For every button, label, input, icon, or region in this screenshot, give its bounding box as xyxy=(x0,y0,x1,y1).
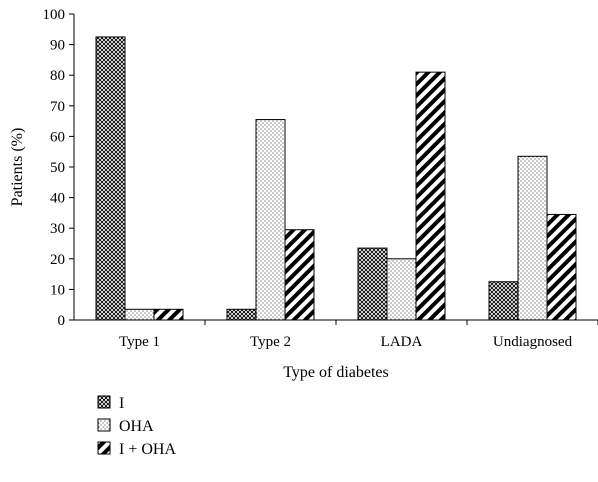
bar-dotted-undiagnosed xyxy=(517,155,548,321)
y-tick-label: 10 xyxy=(50,282,65,298)
bar-crosshatch-lada xyxy=(357,247,388,321)
bar-diagonal-stripes-type-2 xyxy=(284,229,315,321)
legend: I OHA I + OHA xyxy=(97,395,176,458)
x-axis: Type 1 Type 2 LADA Undiagnosed xyxy=(74,319,598,350)
y-tick-label: 90 xyxy=(50,38,65,54)
legend-label: I + OHA xyxy=(119,441,176,458)
legend-label: OHA xyxy=(119,418,154,435)
x-tick-label: Undiagnosed xyxy=(493,334,573,350)
bar-crosshatch-type-2 xyxy=(226,308,257,321)
legend-swatch-dotted xyxy=(97,418,111,432)
bar-diagonal-stripes-undiagnosed xyxy=(546,213,577,321)
y-axis: 0 10 20 30 40 50 60 70 80 90 100 xyxy=(43,7,75,329)
bar-crosshatch-undiagnosed xyxy=(488,281,519,321)
x-tick-label: Type 2 xyxy=(250,334,291,350)
y-axis-title: Patients (%) xyxy=(9,128,26,207)
bar-dotted-lada xyxy=(386,258,417,321)
y-tick-label: 100 xyxy=(43,7,66,23)
y-tick-label: 40 xyxy=(50,191,65,207)
y-tick-label: 50 xyxy=(50,160,65,176)
y-tick-label: 30 xyxy=(50,221,65,237)
legend-label: I xyxy=(119,395,124,412)
y-tick-label: 80 xyxy=(50,68,65,84)
y-tick-label: 70 xyxy=(50,99,65,115)
bar-diagonal-stripes-lada xyxy=(415,71,446,321)
y-tick-label: 20 xyxy=(50,252,65,268)
y-tick-label: 0 xyxy=(58,313,66,329)
y-tick-label: 60 xyxy=(50,129,65,145)
x-axis-title: Type of diabetes xyxy=(283,364,389,381)
bar-dotted-type-1 xyxy=(124,308,155,321)
legend-swatch-diagonal-stripes xyxy=(97,441,111,455)
x-tick-label: LADA xyxy=(381,334,423,350)
bars xyxy=(95,36,577,321)
legend-swatch-crosshatch xyxy=(97,395,111,409)
bar-dotted-type-2 xyxy=(255,119,286,321)
bar-crosshatch-type-1 xyxy=(95,36,126,321)
x-tick-label: Type 1 xyxy=(119,334,160,350)
bar-diagonal-stripes-type-1 xyxy=(153,308,184,321)
